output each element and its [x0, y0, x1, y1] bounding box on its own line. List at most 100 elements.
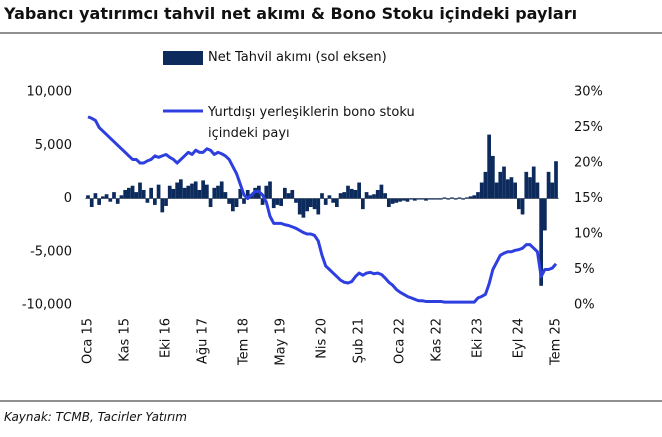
- x-tick-label: Nis 20: [315, 318, 330, 359]
- y2-tick-label: 5%: [574, 262, 595, 277]
- bar: [364, 192, 369, 199]
- bar: [205, 184, 209, 199]
- chart-title: Yabancı yatırımcı tahvil net akımı & Bon…: [4, 4, 578, 23]
- bar: [468, 196, 473, 199]
- bar: [171, 188, 176, 199]
- x-tick-label: Oca 22: [393, 318, 408, 364]
- legend-label: Net Tahvil akımı (sol eksen): [208, 50, 387, 65]
- bar: [379, 184, 384, 199]
- bar: [227, 198, 231, 204]
- bar: [483, 171, 488, 199]
- bar: [528, 177, 532, 199]
- bar: [156, 184, 161, 199]
- bar: [450, 197, 454, 199]
- bar: [390, 198, 395, 204]
- y-tick-label: -10,000: [22, 298, 72, 313]
- bar: [327, 195, 332, 199]
- bar: [320, 193, 324, 199]
- y-tick-label: 10,000: [27, 85, 73, 100]
- bar: [115, 198, 120, 204]
- bar: [219, 181, 224, 199]
- bar: [476, 192, 480, 199]
- bar: [453, 198, 458, 200]
- bar: [223, 192, 228, 199]
- bar: [297, 198, 302, 215]
- bar: [353, 189, 358, 199]
- bar: [234, 198, 239, 208]
- bar: [268, 181, 272, 199]
- y2-tick-label: 15%: [574, 191, 603, 206]
- bar: [368, 195, 373, 199]
- x-tick-label: Eyl 24: [511, 318, 526, 358]
- bar: [119, 195, 124, 199]
- line: [87, 115, 558, 304]
- bar: [275, 198, 280, 205]
- x-tick-label: Kas 15: [118, 318, 133, 362]
- bar: [89, 198, 94, 208]
- bar: [245, 189, 250, 199]
- bar: [375, 189, 380, 199]
- bar: [271, 198, 276, 209]
- bar: [242, 198, 246, 204]
- bar: [543, 198, 547, 231]
- bar: [465, 197, 469, 199]
- bar: [175, 182, 179, 199]
- bar: [394, 198, 399, 203]
- bar: [494, 182, 499, 199]
- bar: [212, 187, 217, 199]
- bar: [435, 198, 439, 200]
- bar: [427, 198, 432, 200]
- bar: [305, 198, 309, 212]
- bar: [431, 198, 436, 200]
- bar: [290, 189, 295, 199]
- bar: [554, 161, 558, 199]
- bar: [409, 198, 413, 200]
- bar: [349, 188, 354, 199]
- bar: [260, 198, 265, 205]
- bar: [323, 198, 328, 205]
- bar: [420, 198, 425, 200]
- y2-tick-label: 30%: [574, 85, 603, 100]
- bar: [505, 179, 510, 199]
- bar: [216, 185, 220, 199]
- bar: [164, 198, 168, 206]
- bar: [197, 189, 202, 199]
- bar: [331, 198, 335, 203]
- bar: [405, 198, 410, 202]
- bar: [338, 193, 343, 199]
- bar: [149, 187, 153, 199]
- bar: [335, 198, 339, 208]
- bar: [153, 198, 157, 205]
- bar: [112, 192, 116, 199]
- bar: [439, 198, 443, 200]
- bar: [487, 134, 491, 199]
- y2-tick-label: 25%: [574, 120, 603, 135]
- bar: [309, 198, 313, 208]
- source-note: Kaynak: TCMB, Tacirler Yatırım: [4, 410, 187, 424]
- bar: [286, 193, 291, 199]
- bar: [101, 196, 105, 199]
- bar: [531, 166, 536, 199]
- bar: [141, 189, 146, 199]
- x-tick-label: Tem 25: [549, 318, 564, 366]
- bar: [502, 166, 506, 199]
- bar: [513, 182, 517, 199]
- bar: [383, 193, 387, 199]
- bar: [283, 187, 287, 199]
- bar: [138, 182, 142, 199]
- bar: [104, 194, 109, 199]
- bar: [398, 198, 402, 202]
- bar: [461, 198, 465, 200]
- bar: [424, 198, 428, 201]
- bar: [550, 182, 555, 199]
- bar: [179, 179, 183, 199]
- bar: [535, 182, 540, 199]
- bar: [446, 198, 451, 200]
- bar: [167, 185, 172, 199]
- bar: [264, 185, 269, 199]
- bar: [123, 189, 127, 199]
- bar: [127, 187, 131, 199]
- x-tick-label: Ağu 17: [196, 318, 211, 364]
